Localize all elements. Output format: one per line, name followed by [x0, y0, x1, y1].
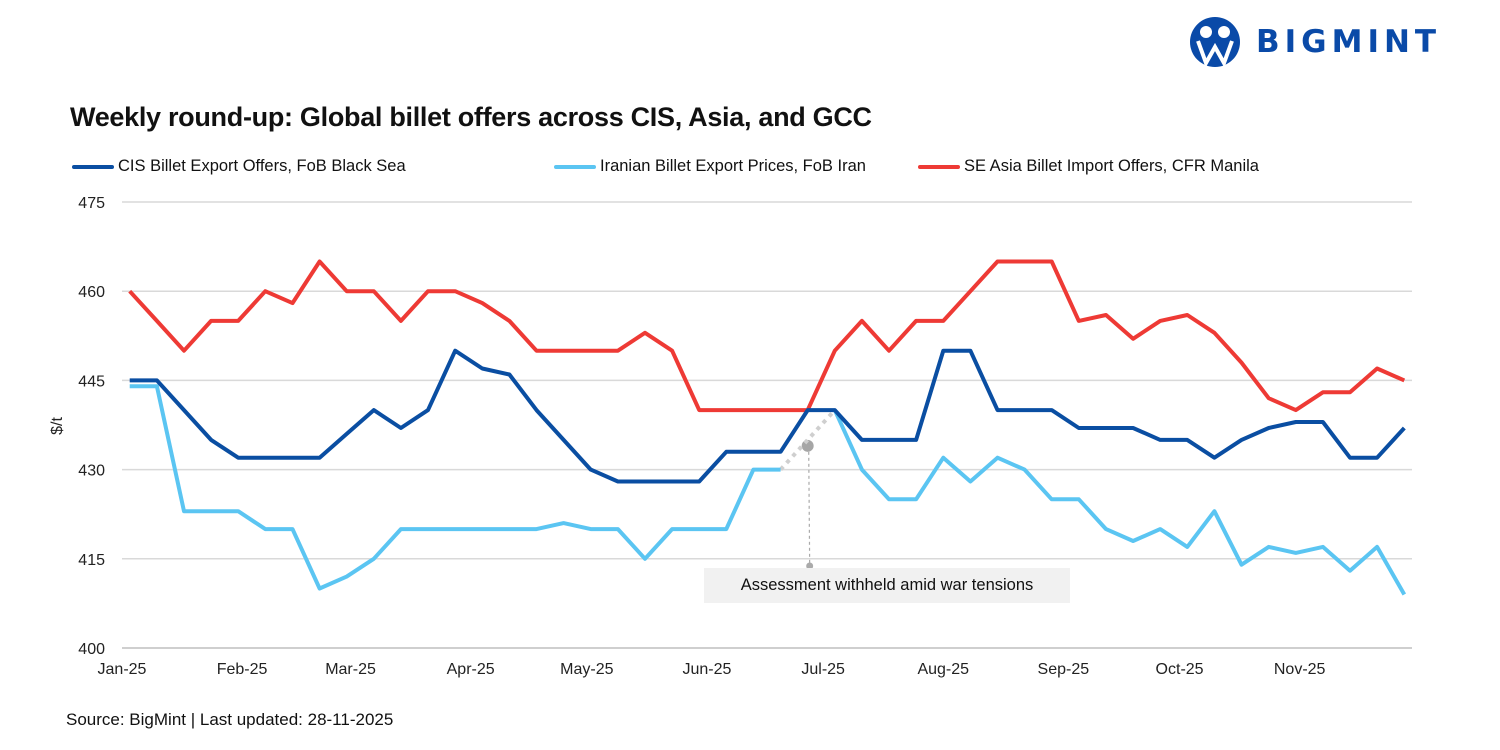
- x-tick-label: Apr-25: [447, 661, 495, 678]
- x-tick-label: Aug-25: [917, 661, 969, 678]
- y-tick-label: 460: [78, 284, 105, 301]
- y-tick-label: 445: [78, 373, 105, 390]
- series-line-1: [832, 409, 1407, 596]
- y-tick-label: 400: [78, 641, 105, 658]
- series-line-1: [129, 384, 781, 591]
- legend-item-seasia: SE Asia Billet Import Offers, CFR Manila: [918, 157, 1259, 176]
- legend-item-iran: Iranian Billet Export Prices, FoB Iran: [554, 157, 918, 176]
- series-line-0: [129, 348, 1406, 484]
- x-tick-label: Jan-25: [98, 661, 147, 678]
- annotation-anchor-dot: [806, 562, 814, 570]
- legend-swatch: [554, 164, 596, 169]
- y-tick-label: 430: [78, 463, 105, 480]
- legend-swatch: [918, 164, 960, 169]
- legend-label: SE Asia Billet Import Offers, CFR Manila: [964, 157, 1259, 175]
- x-tick-label: Jul-25: [801, 661, 845, 678]
- series-line-2: [128, 259, 1406, 413]
- y-axis-label: $/t: [49, 417, 66, 435]
- chart-title: Weekly round-up: Global billet offers ac…: [70, 102, 872, 132]
- legend-label: CIS Billet Export Offers, FoB Black Sea: [118, 157, 406, 175]
- annotation-leader-line: [808, 445, 811, 567]
- x-tick-label: Nov-25: [1274, 661, 1326, 678]
- legend: CIS Billet Export Offers, FoB Black Sea …: [72, 157, 1259, 176]
- x-tick-label: Sep-25: [1038, 661, 1090, 678]
- bigmint-logo: BIGMINT: [1188, 17, 1441, 67]
- x-tick-label: Oct-25: [1156, 661, 1204, 678]
- x-tick-label: Jun-25: [682, 661, 731, 678]
- legend-swatch: [72, 164, 114, 169]
- x-tick-label: Feb-25: [217, 661, 268, 678]
- logo-text: BIGMINT: [1256, 24, 1442, 60]
- x-tick-label: Mar-25: [325, 661, 376, 678]
- y-tick-label: 415: [78, 552, 105, 569]
- x-tick-label: May-25: [560, 661, 613, 678]
- legend-label: Iranian Billet Export Prices, FoB Iran: [600, 157, 866, 175]
- legend-item-cis: CIS Billet Export Offers, FoB Black Sea: [72, 157, 554, 176]
- y-tick-label: 475: [78, 195, 105, 212]
- annotation-label: Assessment withheld amid war tensions: [704, 568, 1070, 603]
- bigmint-logo-icon: [1190, 17, 1240, 67]
- source-note: Source: BigMint | Last updated: 28-11-20…: [66, 710, 394, 729]
